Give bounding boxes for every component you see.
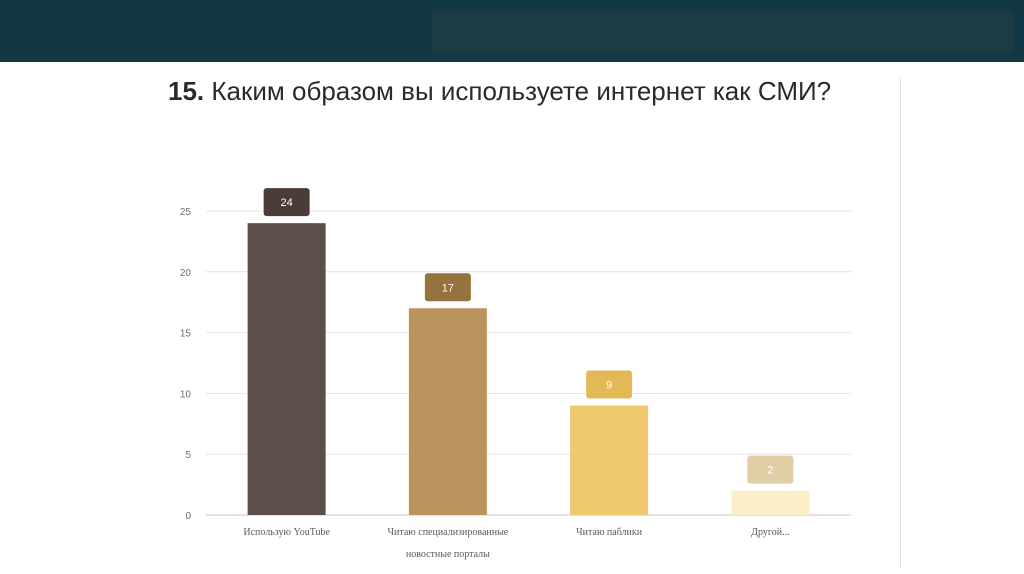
- bar: [247, 223, 326, 515]
- y-tick-label: 20: [180, 268, 192, 279]
- data-label: 17: [442, 282, 454, 294]
- x-tick-label: новостные порталы: [406, 549, 490, 560]
- data-label-box: [263, 188, 310, 217]
- data-label-box: [747, 455, 794, 484]
- question-number: 15.: [168, 76, 205, 106]
- data-label: 2: [767, 465, 773, 477]
- y-tick-label: 10: [180, 389, 192, 400]
- x-tick-label: Использую YouTube: [243, 527, 330, 538]
- x-tick-label: Читаю специализированные: [388, 527, 509, 538]
- bar: [570, 405, 649, 515]
- question-text: Каким образом вы используете интернет ка…: [211, 76, 832, 106]
- question-title: 15. Каким образом вы используете интерне…: [168, 76, 848, 107]
- data-label-box: [424, 273, 471, 302]
- data-label-box: [586, 370, 633, 399]
- bar: [731, 490, 810, 515]
- data-label: 9: [606, 380, 612, 392]
- x-tick-label: Читаю паблики: [576, 527, 643, 538]
- right-divider: [900, 78, 901, 568]
- y-tick-label: 15: [180, 329, 192, 340]
- header-inset-panel: [432, 12, 1014, 52]
- x-tick-label: Другой...: [751, 527, 789, 538]
- y-tick-label: 0: [185, 511, 191, 522]
- y-tick-label: 5: [185, 450, 191, 461]
- bar: [408, 308, 487, 515]
- y-tick-label: 25: [180, 207, 192, 218]
- data-label: 24: [281, 197, 293, 209]
